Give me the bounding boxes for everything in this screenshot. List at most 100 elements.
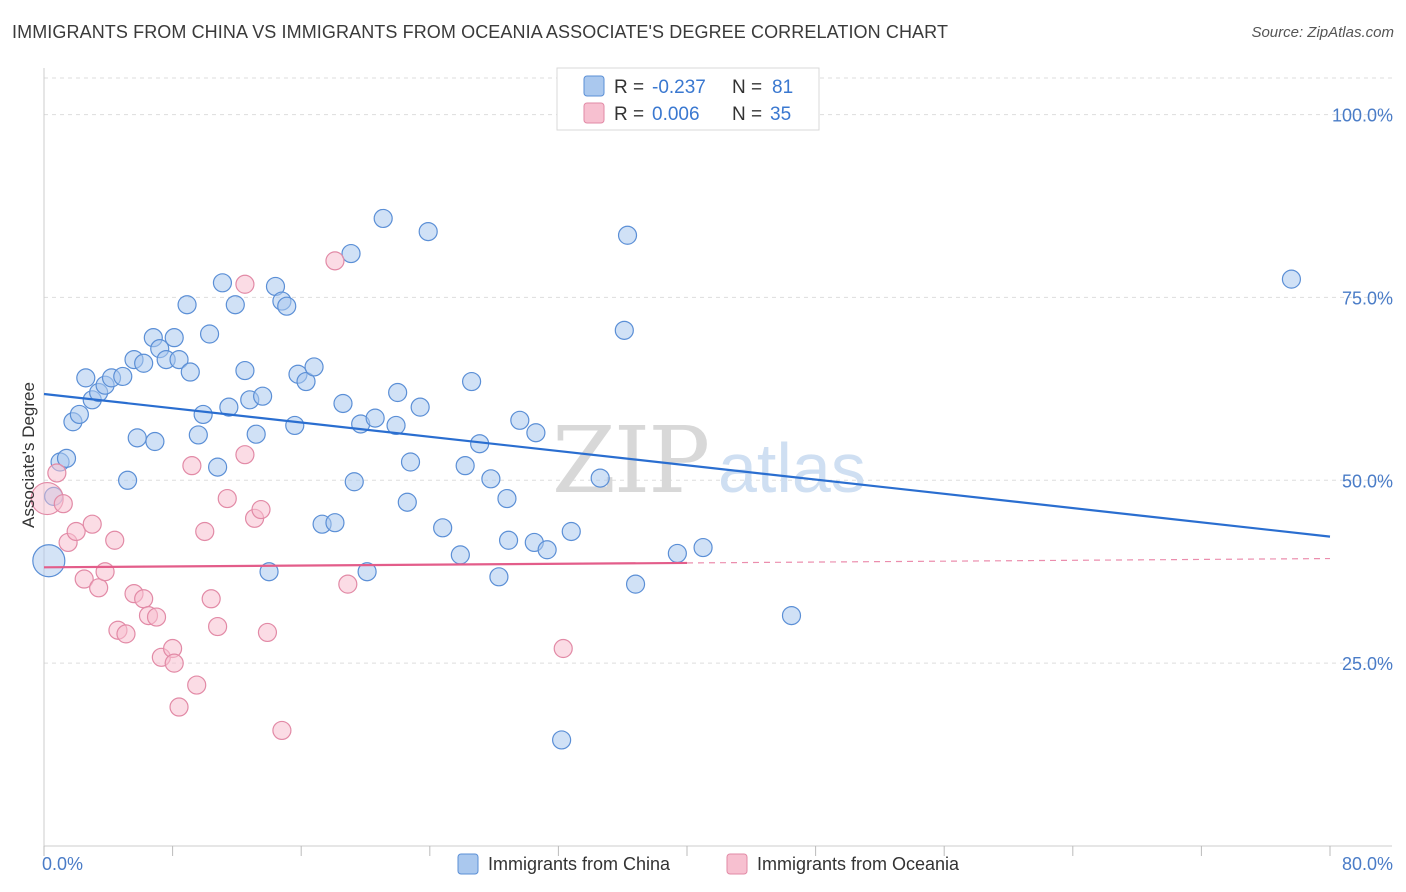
oceania-point-15: [146, 607, 167, 627]
china-point-51: [386, 415, 406, 436]
legend-r-value-oceania: 0.006: [652, 104, 700, 125]
china-point-29: [225, 295, 245, 315]
axes: [43, 68, 1392, 856]
china-point-73: [614, 320, 634, 340]
watermark-atlas: atlas: [718, 429, 866, 507]
y-tick-label-0: 25.0%: [1342, 654, 1393, 674]
china-point-16: [145, 431, 165, 452]
oceania-point-29: [251, 499, 271, 520]
oceania-point-22: [195, 521, 215, 542]
oceania-point-11: [116, 624, 136, 644]
x-tick-label-max: 80.0%: [1342, 854, 1393, 874]
oceania-point-5: [74, 569, 94, 589]
china-point-59: [455, 456, 475, 476]
legend-n-label-oceania: N =: [732, 104, 762, 125]
china-point-63: [489, 567, 509, 587]
y-tick-label-3: 100.0%: [1332, 106, 1393, 126]
oceania-point-20: [182, 456, 202, 476]
oceania-point-4: [66, 521, 86, 542]
china-point-34: [259, 562, 279, 582]
trend-line-oceania-extension: [686, 557, 1331, 564]
china-point-48: [357, 562, 377, 582]
china-point-43: [325, 513, 345, 533]
china-point-58: [450, 545, 470, 565]
series-legend-label-oceania: Immigrants from Oceania: [757, 854, 960, 874]
china-point-53: [397, 492, 417, 512]
china-point-64: [497, 488, 517, 509]
oceania-point-21: [187, 675, 207, 695]
china-point-56: [418, 222, 438, 242]
china-point-72: [590, 468, 610, 488]
china-point-68: [526, 423, 546, 443]
china-point-4: [69, 404, 89, 425]
oceania-point-34: [553, 638, 573, 659]
legend-n-value-oceania: 35: [770, 104, 791, 125]
china-point-23: [188, 425, 208, 445]
china-point-50: [373, 208, 393, 229]
china-point-30: [235, 360, 255, 381]
chart-title: IMMIGRANTS FROM CHINA VS IMMIGRANTS FROM…: [12, 22, 949, 42]
oceania-point-27: [235, 274, 255, 294]
china-point-62: [481, 469, 501, 489]
china-point-28: [219, 397, 239, 417]
china-point-22: [180, 362, 200, 382]
oceania-point-24: [208, 616, 228, 637]
series-legend-swatch-oceania: [726, 853, 748, 875]
china-point-27: [212, 273, 233, 293]
tick-labels: 25.0% 50.0% 75.0% 100.0% 0.0% 80.0%: [42, 106, 1393, 874]
china-point-70: [552, 730, 572, 750]
china-point-44: [333, 393, 353, 414]
china-point-71: [561, 521, 581, 542]
china-point-37: [277, 296, 297, 316]
oceania-point-26: [235, 445, 255, 465]
oceania-point-33: [338, 574, 358, 594]
china-point-76: [667, 543, 687, 564]
china-point-46: [344, 472, 364, 492]
china-point-41: [304, 357, 324, 377]
series-legend-swatch-china: [457, 853, 479, 875]
series-legend: Immigrants from China Immigrants from Oc…: [457, 853, 960, 875]
china-point-14: [134, 353, 154, 373]
china-point-78: [781, 605, 802, 626]
china-point-32: [246, 424, 266, 444]
oceania-point-1: [47, 463, 67, 483]
watermark-zip: ZIP: [552, 407, 708, 514]
china-point-13: [127, 428, 147, 448]
china-point-19: [164, 328, 184, 348]
oceania-point-18: [164, 653, 184, 673]
oceania-point-23: [201, 589, 221, 609]
y-axis-title: Associate's Degree: [19, 382, 38, 528]
watermark: ZIP atlas: [552, 407, 866, 514]
legend-r-value-china: -0.237: [652, 77, 706, 98]
oceania-point-19: [169, 697, 189, 717]
legend-n-label-china: N =: [732, 77, 762, 98]
oceania-point-6: [82, 514, 102, 534]
oceania-point-7: [89, 578, 109, 598]
china-point-75: [625, 574, 646, 594]
china-point-57: [433, 518, 453, 538]
legend-r-label-oceania: R =: [614, 104, 644, 125]
legend-n-value-china: 81: [772, 77, 793, 98]
china-point-52: [388, 382, 408, 403]
china-point-65: [498, 530, 519, 550]
y-tick-label-2: 75.0%: [1342, 288, 1393, 308]
china-point-54: [400, 452, 421, 472]
oceania-point-31: [272, 720, 292, 741]
china-point-38: [285, 415, 305, 436]
china-point-25: [199, 324, 220, 344]
oceania-point-8: [95, 562, 115, 582]
china-point-0: [32, 544, 66, 578]
oceania-point-9: [105, 530, 125, 550]
china-point-20: [169, 350, 189, 370]
trend-line-oceania: [43, 561, 688, 569]
oceania-point-2: [53, 494, 73, 514]
china-point-74: [617, 225, 638, 245]
china-point-69: [537, 540, 557, 560]
stats-legend: R = -0.237 N = 81 R = 0.006 N = 35: [556, 67, 820, 131]
chart-source: Source: ZipAtlas.com: [1251, 24, 1394, 41]
oceania-point-13: [134, 589, 154, 609]
china-point-11: [117, 470, 138, 490]
china-point-2: [56, 448, 77, 468]
china-point-79: [1281, 269, 1302, 289]
